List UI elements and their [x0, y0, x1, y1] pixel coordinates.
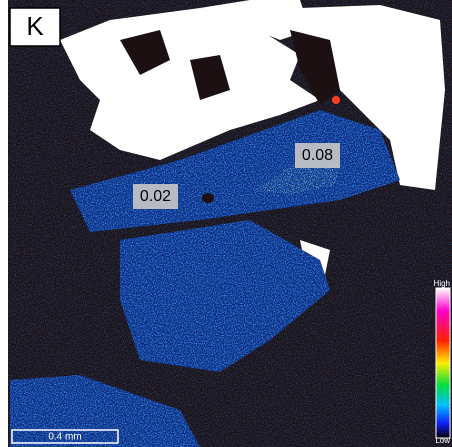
inclusion [202, 193, 214, 203]
element-map: K 0.08 0.02 High Low 0.4 mm [0, 0, 452, 447]
colorbar [436, 288, 450, 438]
page: K 0.08 0.02 High Low 0.4 mm (() => { con… [0, 0, 452, 447]
scale-bar-label: 0.4 mm [48, 432, 81, 443]
annotation: 0.02 [140, 188, 171, 205]
panel-label: K [26, 11, 44, 41]
colorbar-high-label: High [434, 279, 450, 288]
hotspot [332, 96, 340, 104]
colorbar-low-label: Low [435, 436, 450, 445]
annotation: 0.08 [302, 147, 333, 164]
